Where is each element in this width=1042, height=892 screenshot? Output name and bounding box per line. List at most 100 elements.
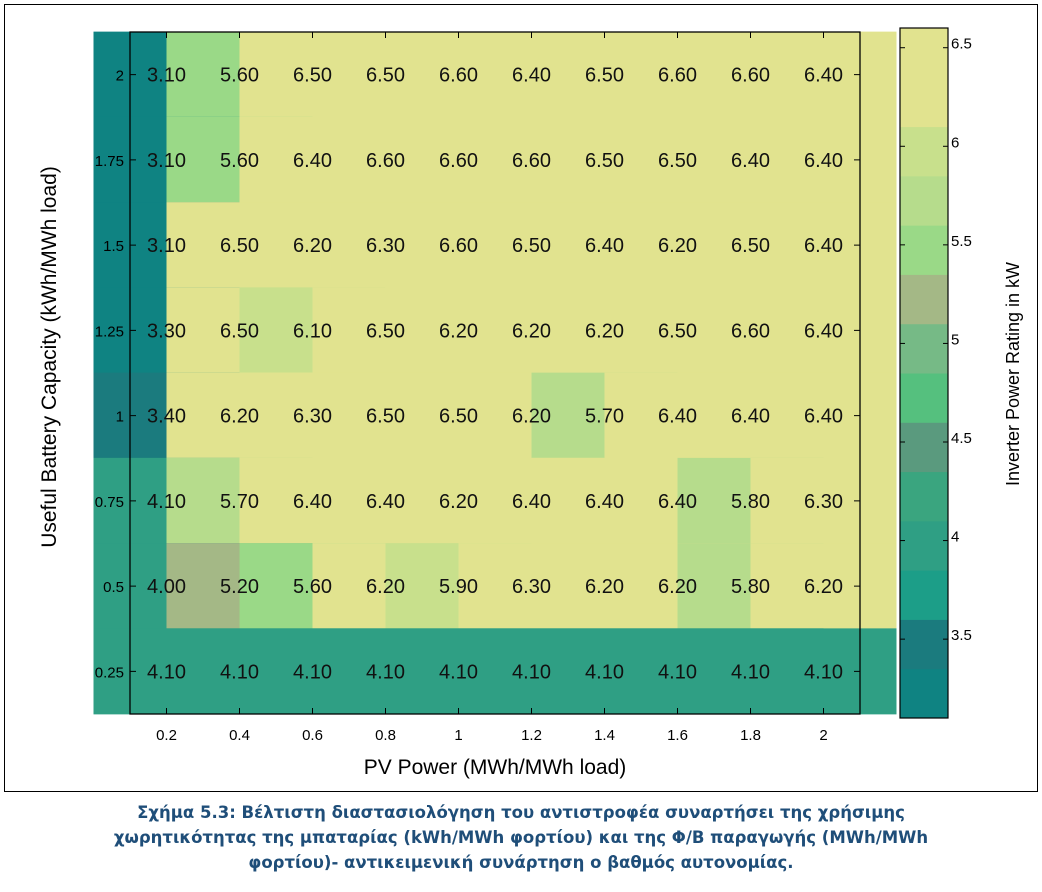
cell-value-label: 5.20 [220,576,259,598]
heatmap-axes: 0.2 0.4 0.6 0.8 1 1.2 1.4 1.6 1.8 2 2 1.75 1.5 1.25 1 0… [95,31,861,744]
cell-value-label: 4.10 [293,661,332,683]
colorbar-tick-label: 5 [951,331,959,348]
cell-value-label: 6.60 [731,320,770,342]
cell-value-label: 6.20 [366,576,405,598]
cell-value-label: 6.60 [731,65,770,87]
cell-value-label: 6.50 [731,235,770,257]
colorbar-frame [899,27,949,719]
cell-value-label: 6.40 [585,235,624,257]
cell-value-label: 3.10 [147,65,186,87]
colorbar-band [900,619,948,670]
cell-value-label: 6.40 [731,150,770,172]
y-tick-label: 0.75 [95,494,124,511]
cell-value-label: 5.60 [220,65,259,87]
y-tick-label: 0.5 [103,579,124,596]
heatmap-cell [750,543,897,630]
cell-value-label: 4.10 [220,661,259,683]
cell-value-label: 6.40 [293,491,332,513]
cell-value-label: 6.40 [804,320,843,342]
cell-value-label: 5.70 [220,491,259,513]
cell-value-label: 6.60 [512,150,551,172]
colorbar-label: Inverter Power Rating in kW [1003,262,1023,486]
cell-value-label: 6.60 [439,150,478,172]
cell-value-label: 6.50 [366,320,405,342]
caption-line: χωρητικότητας της μπαταρίας (kWh/MWh φορ… [113,828,929,847]
colorbar-band [900,225,948,275]
cell-value-label: 4.10 [658,661,697,683]
cell-value-label: 6.50 [366,65,405,87]
colorbar-band [900,274,948,325]
cell-value-label: 6.30 [293,406,332,428]
cell-value-label: 3.30 [147,320,186,342]
colorbar-tick-label: 6 [951,134,959,151]
cell-value-label: 6.40 [366,491,405,513]
cell-value-label: 6.30 [366,235,405,257]
cell-value-label: 6.40 [731,406,770,428]
cell-value-label: 6.20 [512,406,551,428]
cell-value-label: 6.60 [439,65,478,87]
cell-value-label: 6.60 [658,65,697,87]
heatmap-cell [750,457,897,544]
heatmap-cell-labels: 3.10 5.60 6.50 6.50 6.60 6.40 6.50 6.60 6.60 6.40… [147,65,843,684]
cell-value-label: 6.50 [366,406,405,428]
cell-value-label: 6.20 [804,576,843,598]
cell-value-label: 6.60 [439,235,478,257]
colorbar-band [900,323,948,374]
colorbar-band [900,471,948,522]
y-tick-label: 2 [116,68,124,85]
cell-value-label: 4.10 [512,661,551,683]
cell-value-label: 4.10 [147,661,186,683]
cell-value-label: 6.40 [804,235,843,257]
x-tick-label: 1.2 [521,727,542,744]
y-tick-label: 1.75 [95,153,124,170]
cell-value-label: 6.50 [658,320,697,342]
x-tick-label: 0.4 [229,727,250,744]
cell-value-label: 3.10 [147,235,186,257]
x-tick-label: 0.6 [302,727,323,744]
cell-value-label: 6.50 [220,235,259,257]
x-axis-label: PV Power (MWh/MWh load) [364,756,627,779]
cell-value-label: 6.40 [512,65,551,87]
colorbar-band [900,422,948,473]
colorbar-tick-label: 5.5 [951,233,972,250]
cell-value-label: 5.80 [731,491,770,513]
heatmap-cell [750,372,897,459]
colorbar-band [900,668,948,719]
x-tick-label: 1.8 [740,727,761,744]
colorbar-band [900,570,948,620]
heatmap-chart: 3.10 5.60 6.50 6.50 6.60 6.40 6.50 6.60 6.60 6.40… [38,27,1023,779]
y-tick-label: 1.25 [95,323,124,340]
cell-value-label: 6.50 [220,320,259,342]
cell-value-label: 3.40 [147,406,186,428]
colorbar-band [900,28,948,128]
cell-value-label: 6.50 [585,150,624,172]
heatmap-cell [750,287,897,374]
colorbar-band [900,175,948,226]
cell-value-label: 6.20 [658,235,697,257]
plot-frame [129,31,861,715]
figure-caption-box: Σχήμα 5.3: Βέλτιστη διαστασιολόγηση του … [4,792,1038,888]
cell-value-label: 5.80 [731,576,770,598]
cell-value-label: 4.10 [439,661,478,683]
cell-value-label: 6.50 [585,65,624,87]
colorbar: 3.5 4 4.5 5 5.5 6 6.5 [899,27,972,719]
cell-value-label: 4.10 [147,491,186,513]
y-tick-label: 1.5 [103,238,124,255]
colorbar-tick-label: 3.5 [951,627,972,644]
x-tick-label: 1 [454,727,462,744]
cell-value-label: 6.40 [293,150,332,172]
cell-value-label: 6.40 [804,65,843,87]
cell-value-label: 6.40 [585,491,624,513]
cell-value-label: 6.40 [804,406,843,428]
cell-value-label: 6.30 [512,576,551,598]
cell-value-label: 6.20 [585,320,624,342]
heatmap-cell [750,202,897,289]
cell-value-label: 6.50 [512,235,551,257]
x-tick-label: 0.2 [156,727,177,744]
cell-value-label: 6.50 [658,150,697,172]
colorbar-band [900,520,948,571]
cell-value-label: 5.60 [293,576,332,598]
x-tick-label: 2 [819,727,827,744]
y-axis-label: Useful Battery Capacity (kWh/MWh load) [38,166,61,548]
y-tick-label: 1 [116,409,124,426]
